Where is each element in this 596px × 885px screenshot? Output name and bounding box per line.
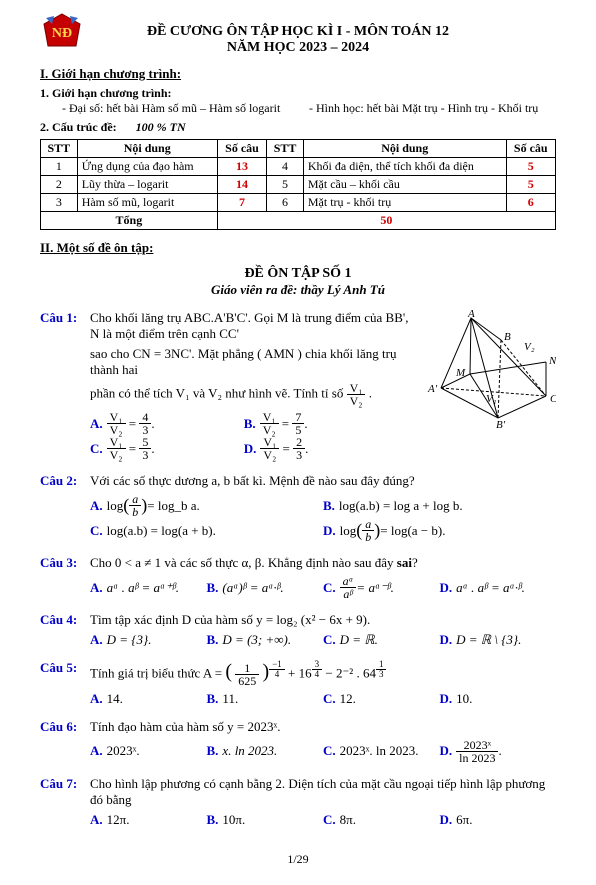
svg-text:N: N — [548, 355, 556, 367]
r2c4: 5 — [267, 176, 304, 194]
q2-label: Câu 2: — [40, 473, 90, 543]
r2c5: Mặt cầu – khối cầu — [303, 176, 506, 194]
th-stt1: STT — [41, 140, 78, 158]
doc-title-1: ĐỀ CƯƠNG ÔN TẬP HỌC KÌ I - MÔN TOÁN 12 — [40, 24, 556, 40]
content-table: STT Nội dung Số câu STT Nội dung Số câu … — [40, 139, 556, 230]
sub2-label: 2. Cấu trúc đề: — [40, 120, 117, 134]
svg-text:B': B' — [496, 419, 506, 430]
q3-optC: C. aᵅaᵝ = aᵅ⁻ᵝ. — [323, 575, 440, 600]
q6-optB: B.x. ln 2023. — [207, 739, 324, 764]
q7-optB: B.10π. — [207, 812, 324, 828]
svg-text:V₂: V₂ — [524, 341, 535, 353]
q6-optA: A.2023ˣ. — [90, 739, 207, 764]
svg-text:NĐ: NĐ — [52, 26, 72, 41]
q2-optA: A. log ( ab ) = log_b a. — [90, 493, 323, 518]
th-stt2: STT — [267, 140, 304, 158]
th-sc1: Số câu — [217, 140, 266, 158]
q4-optB: B.D = (3; +∞). — [207, 632, 324, 648]
q1-optD: D. V₁V₂ = 23 . — [244, 436, 398, 461]
sub2-value: 100 % TN — [136, 120, 186, 134]
r3c2: Hàm số mũ, logarit — [77, 194, 217, 212]
svg-text:A': A' — [427, 383, 438, 395]
q3-optB: B.(aᵅ)ᵝ = aᵅ·ᵝ. — [207, 575, 324, 600]
page-number: 1/29 — [40, 852, 556, 867]
r1c1: 1 — [41, 158, 78, 176]
section-2-title: II. Một số đề ôn tập: — [40, 240, 556, 256]
q2-optC: C.log(a.b) = log(a + b). — [90, 518, 323, 543]
q7-optC: C.8π. — [323, 812, 440, 828]
q7-optD: D.6π. — [440, 812, 557, 828]
q6-optD: D. 2023ˣln 2023 . — [440, 739, 557, 764]
exam-author: Giáo viên ra đề: thầy Lý Anh Tú — [40, 282, 556, 298]
r1c6: 5 — [506, 158, 555, 176]
q3-label: Câu 3: — [40, 555, 90, 600]
q5-optA: A.14. — [90, 691, 207, 707]
note-dai-so: - Đại số: hết bài Hàm số mũ – Hàm số log… — [62, 101, 309, 116]
q1-optC: C. V₁V₂ = 53 . — [90, 436, 244, 461]
r1c5: Khối đa diện, thể tích khối đa diện — [303, 158, 506, 176]
exam-title: ĐỀ ÔN TẬP SỐ 1 — [40, 266, 556, 282]
r2c2: Lũy thừa – logarit — [77, 176, 217, 194]
q4-optA: A.D = {3}. — [90, 632, 207, 648]
q7-optA: A.12π. — [90, 812, 207, 828]
total-value: 50 — [217, 212, 555, 230]
th-nd1: Nội dung — [77, 140, 217, 158]
doc-title-2: NĂM HỌC 2023 – 2024 — [40, 40, 556, 56]
r2c3: 14 — [217, 176, 266, 194]
section-1-title: I. Giới hạn chương trình: — [40, 66, 556, 82]
r3c3: 7 — [217, 194, 266, 212]
q5-optB: B.11. — [207, 691, 324, 707]
q4-optC: C.D = ℝ. — [323, 632, 440, 648]
q2-text: Với các số thực dương a, b bất kì. Mệnh … — [90, 473, 556, 489]
r2c1: 2 — [41, 176, 78, 194]
q7-text: Cho hình lập phương có cạnh bằng 2. Diện… — [90, 776, 556, 808]
q1-optA: A. V₁V₂ = 43 . — [90, 411, 244, 436]
total-label: Tổng — [41, 212, 218, 230]
r3c5: Mặt trụ - khối trụ — [303, 194, 506, 212]
r3c4: 6 — [267, 194, 304, 212]
r2c6: 5 — [506, 176, 555, 194]
r3c1: 3 — [41, 194, 78, 212]
q3-optA: A.aᵅ . aᵝ = aᵅ⁺ᵝ. — [90, 575, 207, 600]
q6-optC: C.2023ˣ. ln 2023. — [323, 739, 440, 764]
svg-text:C': C' — [550, 393, 556, 405]
q5-optC: C.12. — [323, 691, 440, 707]
th-sc2: Số câu — [506, 140, 555, 158]
q1-optB: B. V₁V₂ = 75 . — [244, 411, 398, 436]
r1c4: 4 — [267, 158, 304, 176]
school-logo: NĐ — [40, 10, 84, 58]
note-hinh-hoc: - Hình học: hết bài Mặt trụ - Hình trụ -… — [309, 101, 556, 116]
svg-text:B: B — [504, 331, 511, 343]
q2-optD: D. log ( ab ) = log(a − b). — [323, 518, 556, 543]
q3-optD: D.aᵅ . aᵝ = aᵅ·ᵝ. — [440, 575, 557, 600]
r1c3: 13 — [217, 158, 266, 176]
q2-optB: B.log(a.b) = log a + log b. — [323, 493, 556, 518]
th-nd2: Nội dung — [303, 140, 506, 158]
q1-figure: A B N C' B' A' M V₂ V₁ — [426, 310, 556, 434]
q6-label: Câu 6: — [40, 719, 90, 764]
q4-text: Tìm tập xác định D của hàm số y = log₂ (… — [90, 612, 556, 628]
q1-label: Câu 1: — [40, 310, 90, 461]
q3-text: Cho 0 < a ≠ 1 và các số thực α, β. Khẳng… — [90, 555, 556, 571]
q6-text: Tính đạo hàm của hàm số y = 2023ˣ. — [90, 719, 556, 735]
q4-label: Câu 4: — [40, 612, 90, 648]
r1c2: Ứng dụng của đạo hàm — [77, 158, 217, 176]
q5-label: Câu 5: — [40, 660, 90, 707]
section-1-sub1: 1. Giới hạn chương trình: — [40, 86, 556, 101]
q5-text: Tính giá trị biểu thức A = ( 1625 )−14 +… — [90, 660, 556, 687]
section-1-sub2: 2. Cấu trúc đề: 100 % TN — [40, 120, 556, 135]
svg-text:M: M — [455, 367, 466, 379]
q5-optD: D.10. — [440, 691, 557, 707]
q7-label: Câu 7: — [40, 776, 90, 828]
q4-optD: D.D = ℝ \ {3}. — [440, 632, 557, 648]
svg-text:A: A — [467, 310, 475, 320]
svg-text:V₁: V₁ — [486, 393, 497, 405]
r3c6: 6 — [506, 194, 555, 212]
